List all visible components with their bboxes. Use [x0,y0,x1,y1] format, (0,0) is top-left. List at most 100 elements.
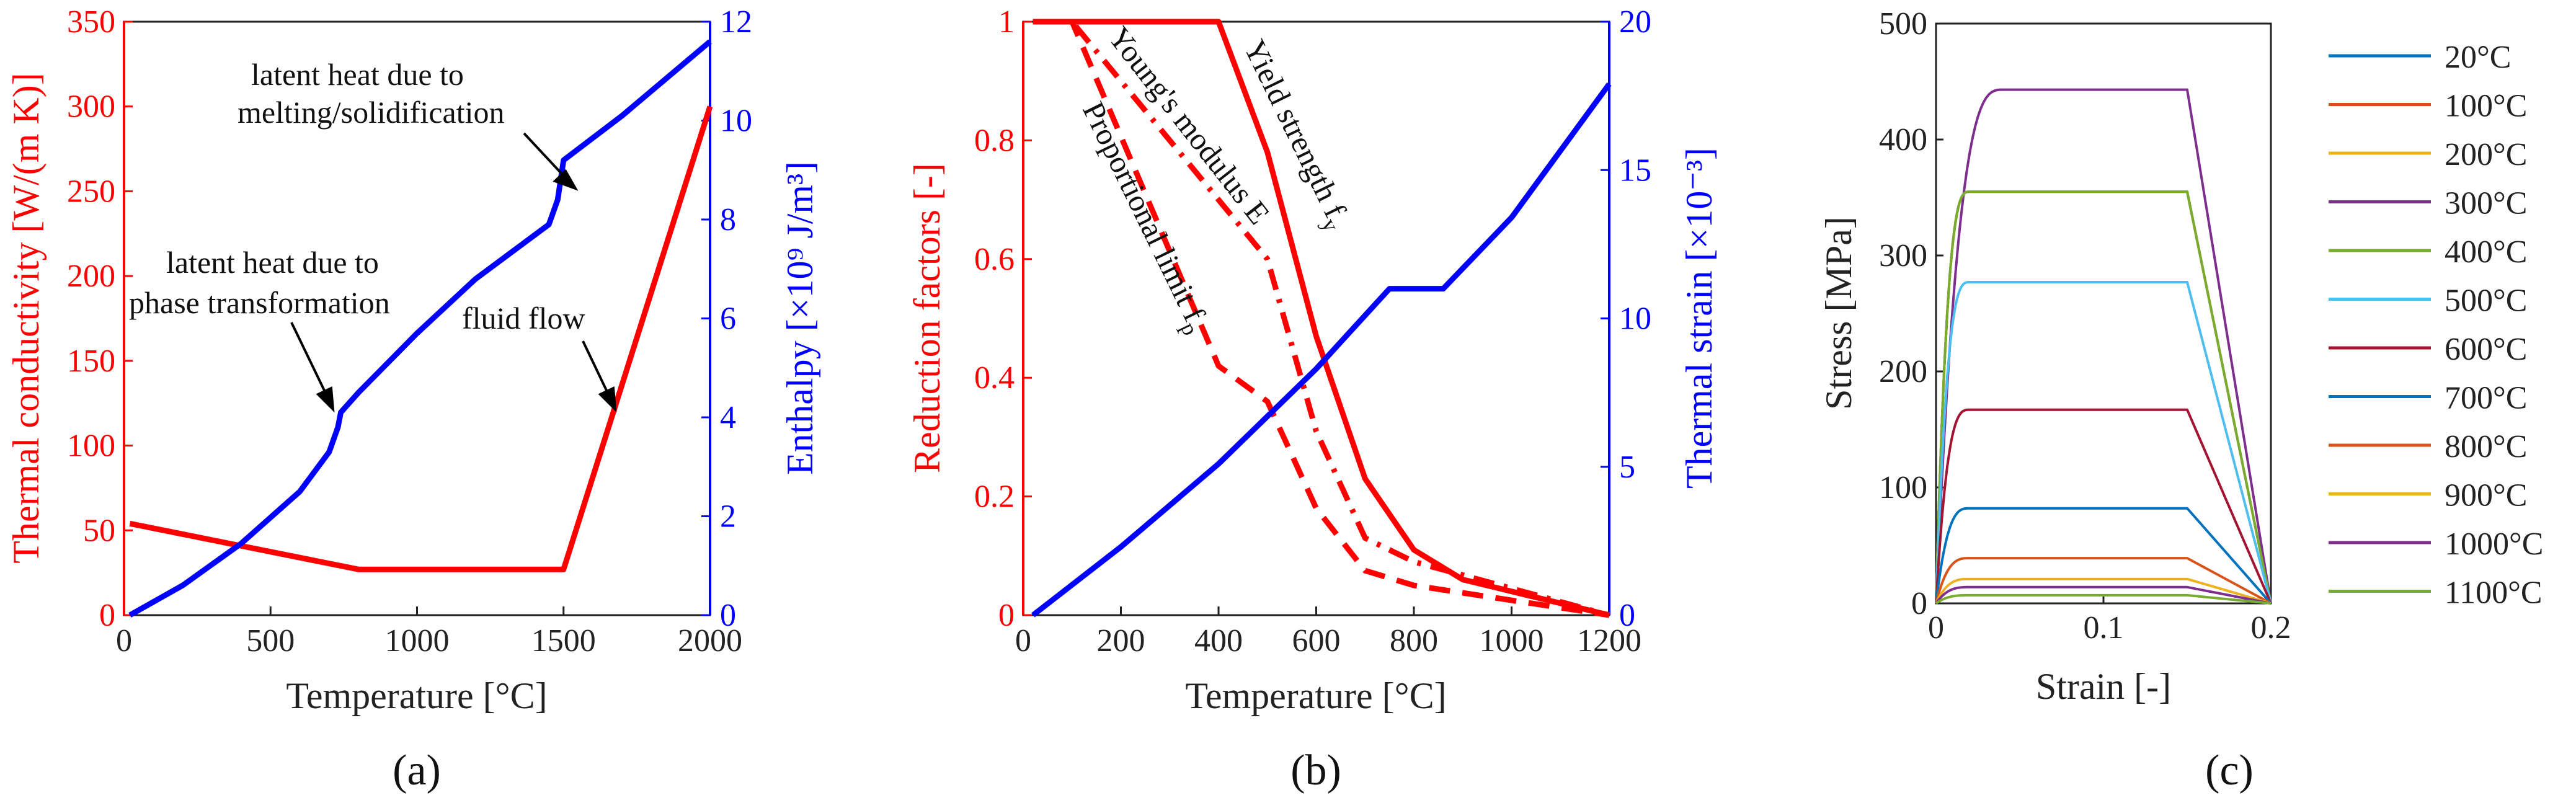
legend-label: 20°C [2445,40,2511,75]
legend-label: 800°C [2445,429,2527,464]
panel-c-caption-label: (c) [2205,747,2254,794]
panel-a-x-tick-label: 0 [116,623,132,659]
panel-b-left-y-tick-label: 0.4 [974,360,1015,396]
legend-label: 100°C [2445,89,2527,124]
panel-b-x-tick-label: 600 [1292,623,1341,659]
panel-b-right-y-tick-label: 0 [1619,598,1635,633]
panel-a-left-y-tick-label: 300 [67,89,115,125]
panel-c-series-20c [1935,190,2272,604]
legend-label: 500°C [2445,283,2527,319]
panel-c-series-800c [1935,557,2272,605]
panel-a-annotation-fluid-flow: fluid flow [462,301,585,335]
legend-label: 700°C [2445,381,2527,416]
panel-b-left-y-tick-label: 1 [998,4,1015,40]
panel-a-x-tick-label: 1000 [385,623,450,659]
panel-c-series-500c [1935,281,2272,604]
legend-label: 1000°C [2445,526,2543,562]
arrow-phase-shaft [290,322,329,397]
legend-label: 900°C [2445,478,2527,513]
panel-c-y-tick-label: 100 [1879,470,1927,505]
panel-c-series-700c [1935,507,2272,605]
panel-c-series-100c [1935,190,2272,604]
panel-c-x-axis-label: Strain [-] [2036,666,2171,707]
panel-c-x-tick-label: 0.2 [2251,610,2291,646]
panel-b-right-y-tick-label: 5 [1619,450,1635,485]
arrow-melting-shaft [523,132,569,181]
arrow-fluid-shaft [582,340,611,397]
panel-a-annotation-phase-line2: phase transformation [129,285,390,320]
panel-a-x-axis-label: Temperature [°C] [286,675,547,716]
panel-b-x-tick-label: 0 [1015,623,1031,659]
panel-b-x-tick-label: 1200 [1577,623,1641,659]
panel-b-left-y-tick-label: 0 [998,598,1015,633]
panel-a-right-y-tick-label: 0 [720,598,736,633]
panel-a-right-y-tick-label: 4 [720,400,736,435]
panel-a-right-y-tick-label: 10 [720,104,752,139]
panel-c-y-tick-label: 200 [1879,354,1927,389]
panel-c-series-600c [1935,408,2272,604]
arrow-phase-head [316,386,335,413]
panel-b: 0 200 400 600 800 1000 1200 0 0.2 0.4 0.6 0.8 1 0 5 1… [907,4,1720,794]
panel-a-right-y-axis-label: Enthalpy [×10⁹ J/m³] [779,161,820,475]
panel-b-right-y-tick-label: 20 [1619,4,1651,40]
legend-label: 400°C [2445,234,2527,270]
panel-b-series-young-s-modulus-e [1033,19,1610,618]
panel-c-series-400c [1935,190,2272,604]
panel-b-x-tick-label: 200 [1097,623,1145,659]
panel-c-series-1000c [1935,585,2272,605]
panel-b-left-y-tick-label: 0.6 [974,242,1015,277]
panel-c: 0 0.1 0.2 0 100 200 300 400 500 20°C 100°C 200°C 3… [1818,6,2543,794]
panel-a-annotation-melting-line1: latent heat due to [251,57,464,92]
arrow-fluid-head [598,386,617,413]
panel-c-series-300c [1935,88,2272,604]
panel-c-x-tick-label: 0.1 [2084,610,2124,646]
panel-c-y-tick-label: 400 [1879,122,1927,158]
panel-a-left-y-axis-label: Thermal conductivity [W/(m K)] [6,73,47,563]
panel-a-annotation-phase-line1: latent heat due to [166,245,379,280]
panel-b-series-thermal-strain [1031,82,1612,618]
panel-a-caption-label: (a) [393,747,441,794]
panel-c-series-200c [1935,190,2272,604]
panel-b-right-y-axis-label: Thermal strain [×10⁻³] [1679,148,1720,489]
arrow-melting-head [553,169,579,191]
panel-a-left-y-tick-label: 50 [83,513,115,548]
panel-a-right-y-tick-label: 8 [720,202,736,238]
panel-a-left-y-tick-label: 200 [67,259,115,294]
panel-b-right-y-tick-label: 10 [1619,301,1651,337]
panel-b-right-y-tick-label: 15 [1619,153,1651,188]
panel-c-y-tick-label: 300 [1879,238,1927,273]
panel-a: 0 500 1000 1500 2000 0 50 100 150 200 250 300 350 0… [6,4,820,794]
panel-a-x-tick-label: 1500 [531,623,596,659]
panel-a-annotation-melting-line2: melting/solidification [238,95,505,130]
legend-label: 300°C [2445,186,2527,221]
legend-label: 200°C [2445,137,2527,172]
panel-a-x-tick-label: 2000 [678,623,742,659]
panel-b-x-tick-label: 1000 [1480,623,1544,659]
panel-c-y-tick-label: 0 [1911,586,1927,621]
panel-a-left-y-tick-label: 350 [67,4,115,40]
panel-c-y-tick-label: 500 [1879,6,1927,42]
panel-a-left-y-tick-label: 100 [67,428,115,464]
panel-b-left-y-tick-label: 0.8 [974,123,1015,158]
panel-b-left-y-tick-label: 0.2 [974,479,1015,515]
panel-a-left-y-tick-label: 250 [67,174,115,209]
panel-c-series-900c [1935,577,2272,605]
panel-b-series-proportional-limit-f-p [1033,19,1610,618]
panel-c-series-1100c [1935,593,2272,605]
panel-b-x-tick-label: 400 [1194,623,1243,659]
panel-a-right-y-tick-label: 12 [720,4,752,40]
panel-a-series-thermal-conductivity [129,105,713,572]
panel-a-right-y-tick-label: 2 [720,499,736,535]
panel-b-left-y-axis-label: Reduction factors [-] [907,163,948,473]
panel-b-caption-label: (b) [1290,747,1341,794]
panel-b-x-tick-label: 800 [1390,623,1438,659]
panel-c-plot-frame [1935,22,2272,605]
panel-a-left-y-tick-label: 0 [99,598,115,633]
panel-a-left-y-tick-label: 150 [67,344,115,379]
panel-a-x-tick-label: 500 [246,623,295,659]
panel-a-right-y-tick-label: 6 [720,301,736,337]
panel-b-x-axis-label: Temperature [°C] [1185,675,1446,716]
panel-c-x-tick-label: 0 [1928,610,1944,646]
panel-c-y-axis-label: Stress [MPa] [1818,216,1859,410]
